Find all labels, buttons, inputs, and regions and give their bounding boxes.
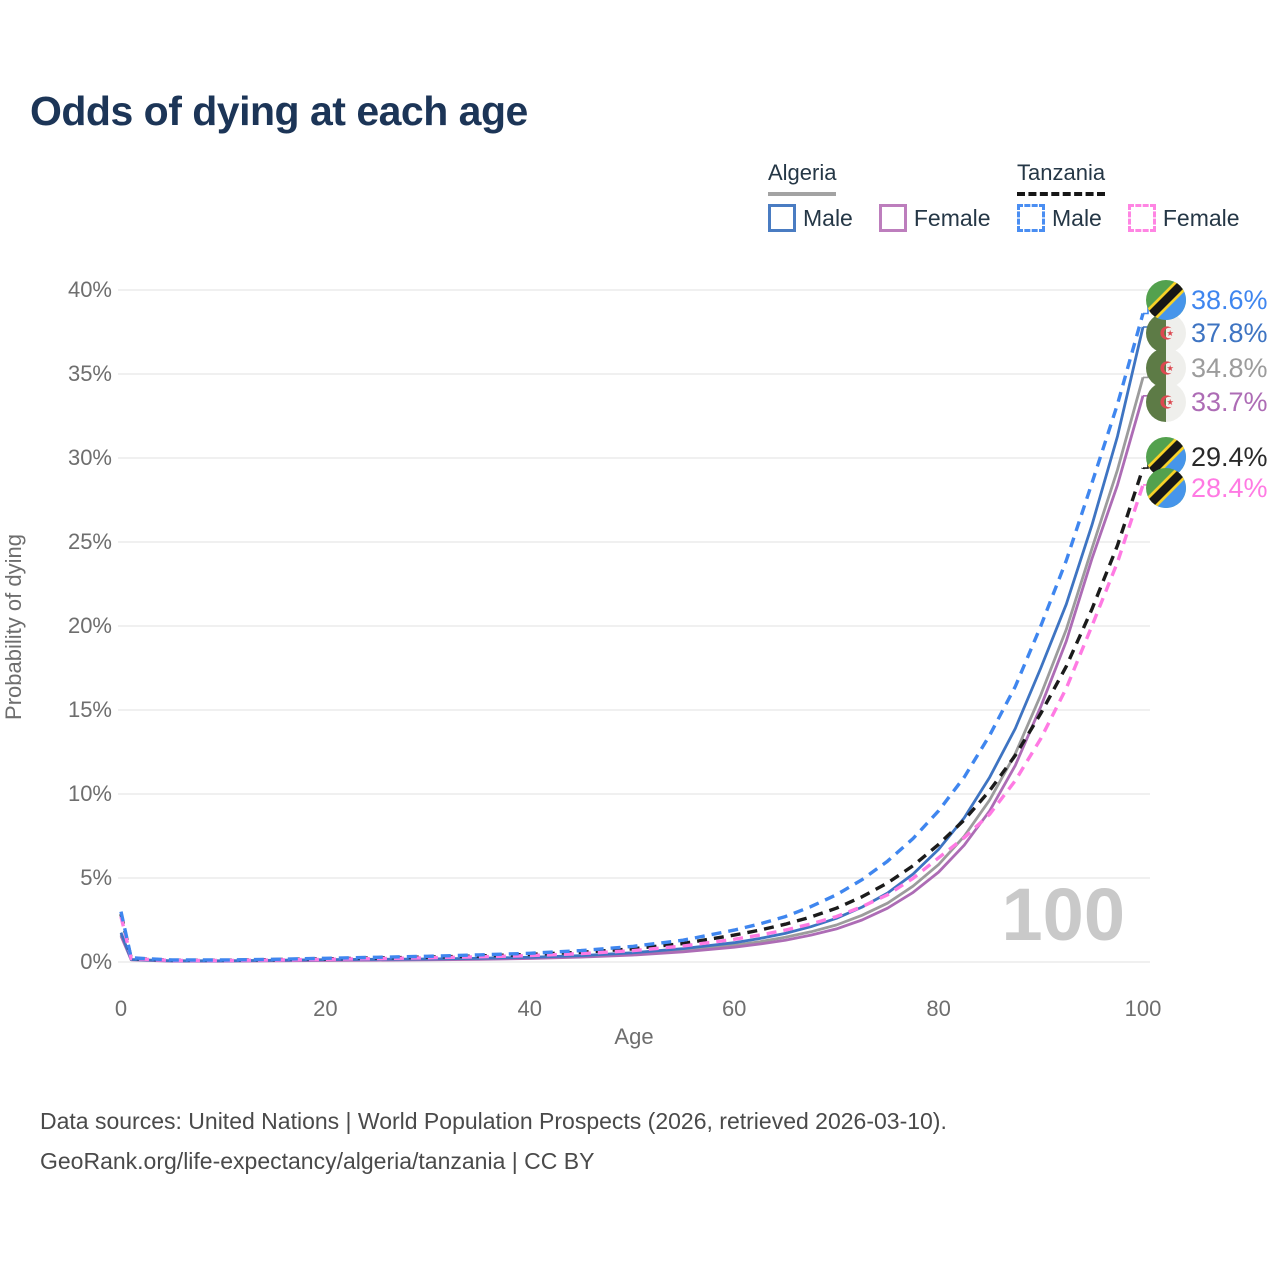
x-tick-label: 80 [926,996,951,1021]
y-tick-label: 35% [67,361,112,386]
end-label-tanzania-both: 29.4% [1146,436,1268,478]
legend-swatch [1127,204,1156,232]
end-label-value: 29.4% [1191,441,1268,472]
legend-country-label: Tanzania [1017,160,1106,196]
legend-country-label: Algeria [768,160,837,196]
algeria-flag-icon: ★ [1146,313,1186,353]
line-tanzania-female [119,484,1145,963]
algeria-flag-icon: ★ [1146,348,1186,388]
y-axis-title: Probability of dying [1,534,26,720]
legend-swatch [1017,204,1045,232]
y-tick-label: 15% [67,697,112,722]
algeria-flag-icon: ★ [1146,382,1186,422]
x-tick-label: 100 [1124,996,1162,1021]
tanzania-flag-icon [1146,437,1186,477]
y-tick-label: 5% [80,865,112,890]
legend-item-label: Male [803,204,853,231]
end-label-value: 33.7% [1191,386,1268,417]
legend-item-label: Female [1162,204,1240,231]
end-label-value: 28.4% [1191,472,1268,503]
line-chart [118,289,1152,963]
y-tick-label: 30% [67,445,112,470]
y-tick-label: 25% [67,529,112,554]
end-label-value: 38.6% [1191,284,1268,315]
x-tick-label: 20 [313,996,338,1021]
y-tick-label: 20% [67,613,112,638]
tanzania-flag-icon [1146,468,1186,508]
x-tick-label: 0 [114,996,128,1021]
line-algeria-female [119,395,1145,963]
tanzania-flag-icon [1146,280,1186,320]
end-label-tanzania-female: 28.4% [1146,467,1268,509]
line-algeria-both [119,377,1145,963]
line-tanzania-male [119,313,1145,962]
page-title: Odds of dying at each age [30,88,528,134]
legend-swatch [878,204,907,232]
legend-item-tanzania-female[interactable]: Female [1127,204,1240,232]
legend-swatch [768,204,796,232]
y-tick-label: 40% [67,277,112,302]
end-label-value: 34.8% [1191,352,1268,383]
legend-item-label: Female [913,204,991,231]
svg-text:★: ★ [1166,364,1174,374]
svg-text:★: ★ [1166,398,1174,408]
svg-text:★: ★ [1166,329,1174,339]
age-counter-watermark: 100 [1001,873,1125,956]
line-algeria-male [119,326,1145,963]
end-label-algeria-both: ★ 34.8% [1146,347,1268,389]
footer-attribution: GeoRank.org/life-expectancy/algeria/tanz… [40,1148,595,1174]
line-tanzania-both [119,467,1145,962]
y-tick-label: 10% [67,781,112,806]
legend-group-algeria: Algeria Male Female [768,160,991,232]
legend-item-tanzania-male[interactable]: Male [1017,204,1102,232]
end-label-value: 37.8% [1191,317,1268,348]
end-label-algeria-female: ★ 33.7% [1146,381,1268,423]
legend-group-tanzania: Tanzania Male Female [1017,160,1240,232]
x-tick-label: 60 [721,996,747,1021]
legend-item-algeria-female[interactable]: Female [878,204,991,232]
end-label-tanzania-male: 38.6% [1146,279,1268,321]
legend-item-label: Male [1052,204,1102,231]
footer-sources: Data sources: United Nations | World Pop… [40,1108,947,1134]
x-tick-label: 40 [517,996,543,1021]
end-label-algeria-male: ★ 37.8% [1146,312,1268,354]
legend-item-algeria-male[interactable]: Male [768,204,853,232]
x-axis-title: Age [614,1024,654,1049]
y-tick-label: 0% [80,949,112,974]
